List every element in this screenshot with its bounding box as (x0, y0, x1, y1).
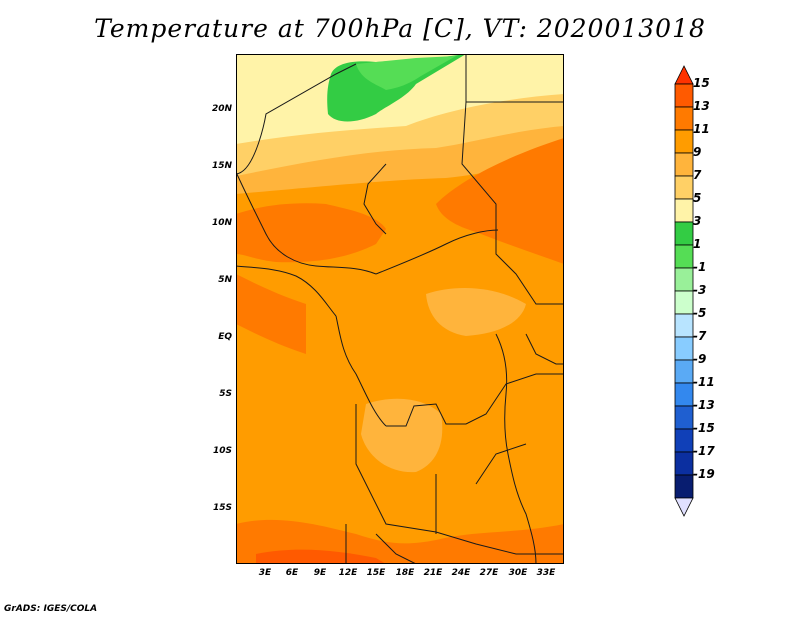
colorbar-label: 5 (693, 191, 702, 205)
colorbar-label: -19 (693, 467, 715, 481)
lon-label-33e: 33E (536, 568, 556, 578)
grads-credit: GrADS: IGES/COLA (4, 604, 98, 614)
colorbar-segment (674, 175, 694, 200)
colorbar-label: -15 (693, 421, 715, 435)
lat-label-5n: 5N (218, 275, 232, 285)
lon-label-12e: 12E (338, 568, 358, 578)
lon-label-24e: 24E (451, 568, 471, 578)
lat-label-10n: 10N (211, 218, 232, 228)
colorbar-label: -17 (693, 444, 715, 458)
colorbar-segment (674, 451, 694, 476)
colorbar-segment (674, 129, 694, 154)
lon-label-18e: 18E (395, 568, 415, 578)
colorbar-segment (674, 382, 694, 407)
colorbar-label: -13 (693, 398, 715, 412)
band-15-south (256, 549, 386, 564)
colorbar-label: 7 (693, 168, 702, 182)
lat-label-eq: EQ (218, 332, 232, 342)
colorbar-segment (674, 336, 694, 361)
map-frame (236, 54, 564, 564)
colorbar-label: -3 (693, 283, 707, 297)
colorbar-segment (674, 290, 694, 315)
band-13-sahel (436, 138, 564, 264)
colorbar (674, 65, 694, 517)
colorbar-segment (674, 313, 694, 338)
colorbar-segment (674, 221, 694, 246)
colorbar-label: -5 (693, 306, 707, 320)
colorbar-segment (674, 405, 694, 430)
colorbar-segment (674, 474, 694, 499)
band-9-plateau (361, 398, 443, 473)
band-minus1-green (356, 56, 456, 90)
colorbar-label: 1 (693, 237, 702, 251)
colorbar-segment (674, 152, 694, 177)
band-9-east (426, 288, 526, 336)
colorbar-segment (674, 198, 694, 223)
colorbar-segment (674, 244, 694, 269)
colorbar-label: 9 (693, 145, 702, 159)
lat-label-10s: 10S (212, 446, 232, 456)
country-borders (236, 54, 564, 564)
lon-label-21e: 21E (423, 568, 443, 578)
lon-label-27e: 27E (479, 568, 499, 578)
colorbar-bottom-triangle (674, 497, 694, 517)
colorbar-label: 11 (693, 122, 710, 136)
colorbar-segment (674, 267, 694, 292)
band-11-coast (236, 274, 306, 354)
lon-label-15e: 15E (366, 568, 386, 578)
colorbar-segment (674, 359, 694, 384)
lat-label-15n: 15N (211, 161, 232, 171)
colorbar-segment (674, 83, 694, 108)
colorbar-top-triangle (674, 65, 694, 85)
lon-label-30e: 30E (508, 568, 528, 578)
lat-label-20n: 20N (211, 104, 232, 114)
colorbar-label: -11 (693, 375, 715, 389)
colorbar-segment (674, 428, 694, 453)
colorbar-segment (674, 106, 694, 131)
colorbar-label: 13 (693, 99, 710, 113)
band-3-north (236, 54, 564, 144)
colorbar-label: 3 (693, 214, 702, 228)
band-11-west (236, 203, 386, 263)
lon-label-3e: 3E (258, 568, 272, 578)
lon-label-6e: 6E (285, 568, 299, 578)
lat-label-5s: 5S (219, 389, 232, 399)
lon-label-9e: 9E (313, 568, 327, 578)
lat-label-15s: 15S (212, 503, 232, 513)
colorbar-label: -1 (693, 260, 707, 274)
colorbar-label: 15 (693, 76, 710, 90)
map-title: Temperature at 700hPa [C], VT: 202001301… (94, 14, 706, 43)
colorbar-label: -9 (693, 352, 707, 366)
colorbar-label: -7 (693, 329, 707, 343)
temperature-map (236, 54, 564, 564)
